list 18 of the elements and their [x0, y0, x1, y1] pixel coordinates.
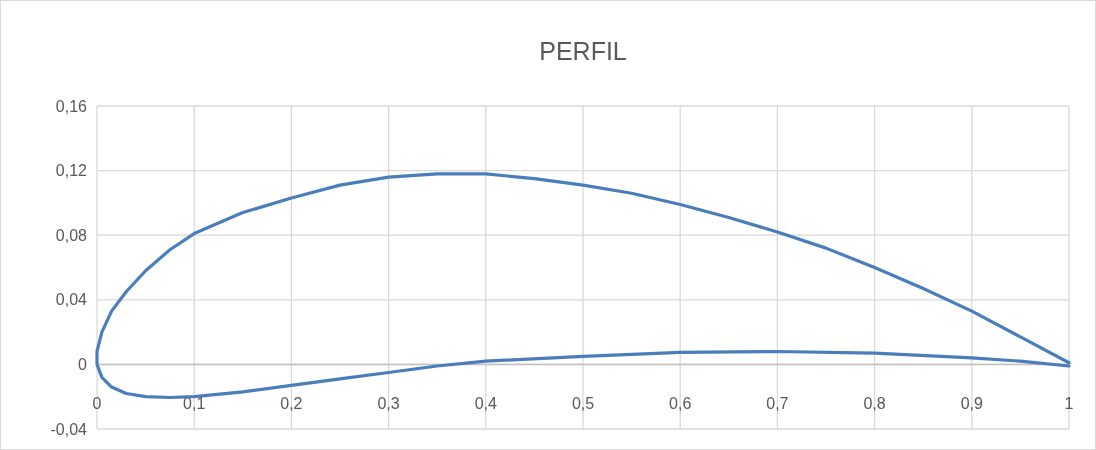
- x-tick-label: 0,7: [766, 395, 789, 413]
- x-tick-label: 0,8: [863, 395, 886, 413]
- chart-title: PERFIL: [539, 37, 627, 65]
- x-tick-label: 0,4: [474, 395, 498, 413]
- x-tick-label: 0,3: [377, 395, 400, 413]
- x-tick-label: 0,1: [183, 395, 206, 413]
- y-tick-label: 0,12: [55, 162, 88, 180]
- x-tick-label: 0,6: [669, 395, 692, 413]
- x-tick-label: 0,5: [571, 395, 595, 413]
- y-tick-label: 0,04: [55, 291, 88, 309]
- y-tick-label: 0: [78, 356, 88, 373]
- y-tick-label: 0,08: [55, 226, 88, 244]
- x-tick-label: 0: [92, 395, 102, 413]
- y-tick-label: -0,04: [50, 420, 88, 438]
- y-tick-label: 0,16: [55, 97, 88, 115]
- x-tick-label: 0,9: [960, 395, 984, 413]
- x-tick-label: 1: [1064, 395, 1074, 413]
- x-tick-label: 0,2: [280, 395, 303, 413]
